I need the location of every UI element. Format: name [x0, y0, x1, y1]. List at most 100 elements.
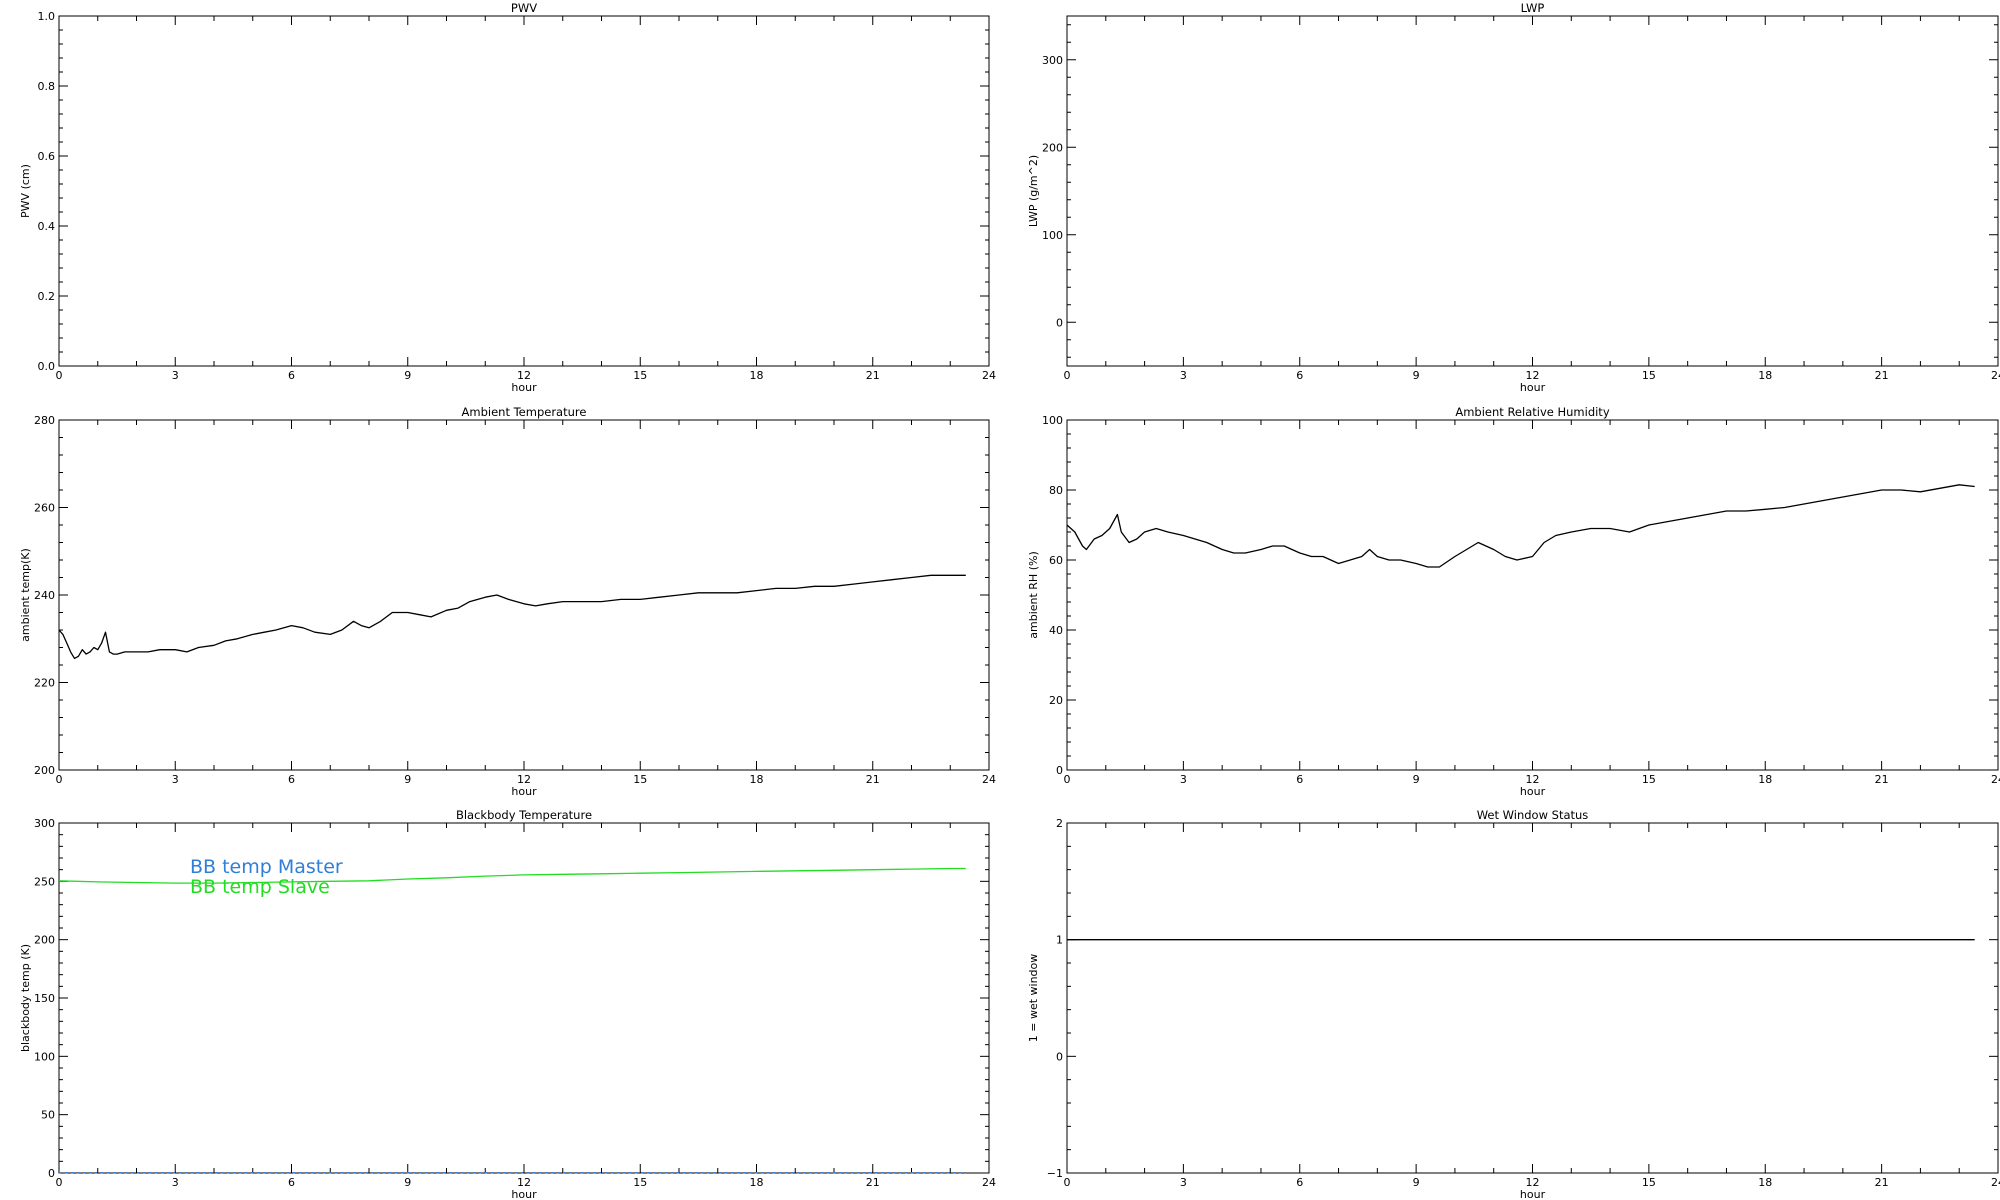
x-tick-label: 18 — [750, 369, 764, 382]
x-tick-label: 15 — [633, 773, 647, 786]
panel-wet-window: Wet Window Status03691215182124−1012hour… — [1027, 808, 2000, 1200]
plot-frame — [58, 15, 990, 367]
panel-lwp: LWP 0 3 6 9 12 15 18 21 24 0 100 200 300 hour LWP (g/m^… — [1027, 1, 2000, 394]
y-tick-label: 200 — [34, 764, 55, 777]
y-tick-label: 0 — [1056, 764, 1063, 777]
y-tick-label: 0.8 — [38, 80, 56, 93]
chart-title: LWP — [1521, 1, 1545, 15]
x-axis-label: hour — [511, 1188, 537, 1200]
x-tick-label: 0 — [1064, 773, 1071, 786]
x-tick-label: 0 — [56, 369, 63, 382]
chart-title: Ambient Temperature — [462, 405, 587, 419]
x-tick-label: 6 — [1296, 1176, 1303, 1189]
x-tick-label: 12 — [1526, 773, 1540, 786]
x-tick-label: 18 — [1758, 1176, 1772, 1189]
x-tick-label: 24 — [982, 773, 996, 786]
x-tick-label: 21 — [866, 369, 880, 382]
plot-frame — [1066, 15, 1999, 367]
y-tick-label: 0 — [1056, 316, 1063, 329]
y-tick-label: 300 — [34, 817, 55, 830]
x-tick-label: 15 — [1642, 1176, 1656, 1189]
x-axis-label: hour — [511, 381, 537, 394]
plot-frame — [1066, 822, 1999, 1174]
x-tick-label: 0 — [56, 1176, 63, 1189]
x-tick-label: 9 — [1413, 369, 1420, 382]
x-tick-label: 6 — [288, 773, 295, 786]
series-line-0 — [58, 867, 966, 884]
y-tick-label: 0.2 — [38, 290, 56, 303]
x-tick-label: 18 — [750, 1176, 764, 1189]
chart-title: Blackbody Temperature — [456, 808, 592, 822]
panel-ambient-temp: Ambient Temperature 0 3 6 9 12 15 18 21 24 200 220 2… — [19, 405, 996, 798]
x-tick-label: 3 — [172, 1176, 179, 1189]
y-tick-label: 0.0 — [38, 360, 56, 373]
x-tick-label: 12 — [1526, 1176, 1540, 1189]
x-tick-label: 9 — [404, 369, 411, 382]
y-tick-label: 240 — [34, 589, 55, 602]
plot-frame — [1066, 419, 1999, 771]
x-tick-label: 9 — [404, 773, 411, 786]
x-tick-label: 12 — [517, 773, 531, 786]
x-tick-label: 21 — [866, 1176, 880, 1189]
x-tick-label: 15 — [1642, 773, 1656, 786]
y-axis-label: ambient RH (%) — [1027, 551, 1040, 639]
x-axis-label: hour — [1520, 381, 1546, 394]
y-tick-label: 280 — [34, 414, 55, 427]
y-tick-label: 2 — [1056, 817, 1063, 830]
x-tick-label: 18 — [750, 773, 764, 786]
x-axis-label: hour — [1520, 1188, 1546, 1200]
x-tick-label: 3 — [1180, 369, 1187, 382]
x-tick-label: 18 — [1758, 773, 1772, 786]
x-axis-label: hour — [1520, 785, 1546, 798]
y-tick-label: 100 — [1042, 229, 1063, 242]
y-tick-label: 200 — [34, 934, 55, 947]
x-tick-label: 15 — [633, 369, 647, 382]
plot-frame — [58, 419, 990, 771]
x-tick-label: 21 — [1875, 1176, 1889, 1189]
y-axis-label: blackbody temp (K) — [19, 944, 32, 1052]
legend-entry: BB temp Master — [190, 856, 343, 878]
y-tick-label: 0.4 — [38, 220, 56, 233]
x-tick-label: 9 — [404, 1176, 411, 1189]
y-tick-label: 0 — [1056, 1050, 1063, 1063]
y-tick-label: 250 — [34, 875, 55, 888]
y-tick-label: 60 — [1049, 554, 1063, 567]
x-tick-label: 24 — [982, 1176, 996, 1189]
y-tick-label: 0.6 — [38, 150, 56, 163]
x-tick-label: 12 — [1526, 369, 1540, 382]
y-tick-label: 1 — [1056, 934, 1063, 947]
x-tick-label: 15 — [633, 1176, 647, 1189]
x-axis-label: hour — [511, 785, 537, 798]
y-tick-label: 100 — [1042, 414, 1063, 427]
panel-blackbody-temp: Blackbody Temperature 0 3 6 9 12 15 18 21 24 0 50 10… — [19, 808, 996, 1200]
x-tick-label: 15 — [1642, 369, 1656, 382]
x-tick-label: 21 — [866, 773, 880, 786]
x-tick-label: 0 — [1064, 1176, 1071, 1189]
x-tick-label: 0 — [56, 773, 63, 786]
x-tick-label: 3 — [1180, 773, 1187, 786]
y-tick-label: 80 — [1049, 484, 1063, 497]
x-tick-label: 24 — [982, 369, 996, 382]
x-tick-label: 3 — [172, 369, 179, 382]
x-tick-label: 3 — [1180, 1176, 1187, 1189]
y-tick-label: 50 — [41, 1109, 55, 1122]
legend-entry: BB temp Slave — [190, 876, 330, 898]
chart-title: PWV — [511, 1, 537, 15]
panel-pwv: PWV 0 3 6 9 12 15 18 21 24 0.0 0.2 0.4 0.6 0.8 1.0 hour P… — [19, 1, 996, 394]
series-line-0 — [58, 574, 966, 660]
y-tick-label: 100 — [34, 1050, 55, 1063]
x-tick-label: 6 — [288, 1176, 295, 1189]
x-tick-label: 0 — [1064, 369, 1071, 382]
y-tick-label: 40 — [1049, 624, 1063, 637]
y-tick-label: 0 — [48, 1167, 55, 1180]
y-tick-label: 150 — [34, 992, 55, 1005]
x-tick-label: 9 — [1413, 773, 1420, 786]
x-tick-label: 24 — [1991, 1176, 2000, 1189]
chart-title: Wet Window Status — [1477, 808, 1589, 822]
y-tick-label: 1.0 — [38, 10, 56, 23]
y-tick-label: 300 — [1042, 54, 1063, 67]
y-tick-label: 260 — [34, 502, 55, 515]
x-tick-label: 6 — [1296, 773, 1303, 786]
y-axis-label: PWV (cm) — [19, 164, 32, 218]
y-axis-label: 1 = wet window — [1027, 954, 1040, 1043]
